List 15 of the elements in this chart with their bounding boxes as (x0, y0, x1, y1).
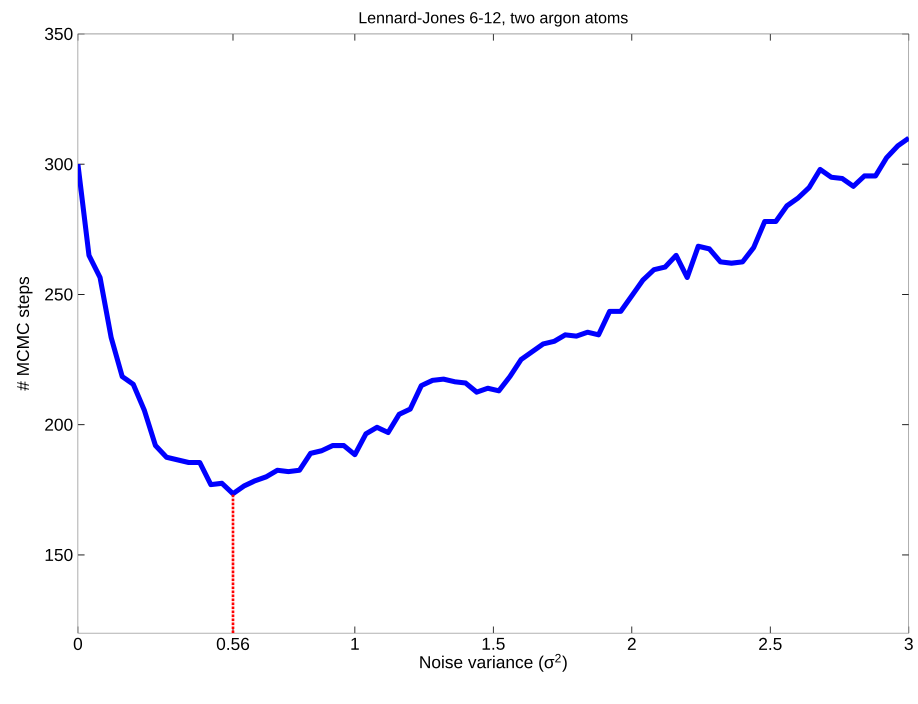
x-axis-title: Noise variance (σ$^{2}$) (420, 654, 567, 672)
y-tick-label: 150 (46, 548, 73, 562)
x-tick-label: 2 (628, 638, 636, 650)
chart-title: Lennard-Jones 6-12, two argon atoms (360, 12, 628, 27)
x-tick-label: 1 (351, 638, 359, 650)
x-tick-label: 2.5 (759, 638, 782, 650)
y-tick-label: 200 (45, 418, 73, 431)
y-axis-title: # MCMC steps (16, 276, 33, 391)
x-tick-label: 1.5 (482, 638, 505, 650)
y-tick-label: 300 (44, 158, 73, 170)
x-tick-label: 0.56 (216, 638, 250, 650)
x-tick-label: 3 (904, 638, 913, 650)
y-tick-label: 350 (44, 28, 73, 40)
y-tick-label: 250 (45, 288, 73, 301)
x-tick-label: 0 (74, 638, 82, 650)
